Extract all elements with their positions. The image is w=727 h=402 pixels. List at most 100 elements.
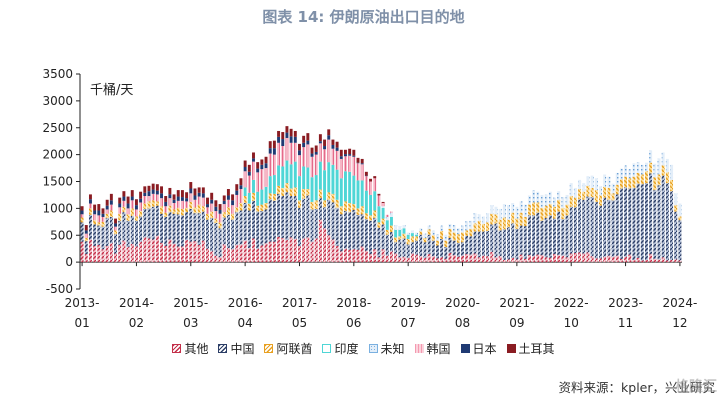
bar-segment-中国: [310, 209, 314, 242]
bar-segment-土耳其: [272, 140, 276, 149]
bar-segment-中国: [339, 214, 343, 252]
bar-segment-韩国: [97, 215, 101, 223]
bar-segment-韩国: [206, 207, 209, 214]
bar-segment-其他: [164, 246, 168, 263]
bar-segment-日本: [302, 142, 306, 148]
bar-segment-中国: [122, 212, 126, 241]
bar-segment-阿联酋: [285, 183, 289, 193]
bar-segment-韩国: [302, 147, 306, 167]
bar-segment-印度: [264, 186, 268, 204]
bar-segment-土耳其: [101, 208, 105, 214]
bar-segment-印度: [377, 206, 381, 223]
bar-segment-其他: [519, 254, 523, 263]
bar-segment-印度: [364, 190, 368, 214]
bar-segment-日本: [272, 148, 276, 155]
bar-segment-土耳其: [147, 185, 151, 192]
bar-segment-未知: [477, 214, 481, 221]
bar-segment-土耳其: [239, 178, 243, 186]
bar-segment-阿联酋: [394, 237, 398, 243]
bar-segment-中国: [636, 183, 640, 258]
x-tick-label-month: 09: [509, 316, 524, 330]
bar-segment-日本: [327, 135, 331, 140]
bar-segment-日本: [318, 141, 322, 144]
bar-segment-未知: [674, 193, 678, 206]
bar-segment-阿联酋: [101, 221, 105, 227]
bar-segment-其他: [327, 235, 331, 263]
bar-segment-其他: [389, 251, 393, 263]
bar-segment-其他: [398, 257, 402, 263]
bar-segment-其他: [226, 248, 230, 263]
bar-segment-韩国: [151, 193, 155, 201]
x-tick-label-year: 2015-: [173, 296, 208, 310]
bar-segment-其他: [649, 254, 653, 263]
bar-segment-土耳其: [109, 193, 113, 201]
bar-segment-中国: [252, 200, 255, 239]
bar-segment-其他: [406, 257, 410, 263]
bar-segment-印度: [415, 234, 418, 237]
bar-segment-未知: [615, 172, 619, 185]
bar-segment-中国: [527, 215, 531, 256]
bar-segment-中国: [302, 198, 306, 239]
bar-segment-中国: [498, 230, 502, 257]
bar-segment-中国: [435, 245, 439, 259]
y-tick-label: 1500: [42, 175, 73, 189]
bar-segment-中国: [272, 200, 276, 242]
bar-segment-中国: [678, 220, 682, 261]
bar-segment-未知: [440, 225, 444, 231]
bar-segment-未知: [394, 225, 398, 230]
bar-segment-土耳其: [88, 194, 92, 200]
y-tick-label: 2000: [42, 148, 73, 162]
bar-segment-阿联酋: [653, 177, 657, 191]
legend-swatch: [264, 343, 274, 353]
bar-segment-韩国: [201, 197, 205, 207]
bar-segment-阿联酋: [649, 162, 653, 174]
bar-segment-土耳其: [218, 204, 222, 210]
bar-segment-阿联酋: [314, 200, 318, 209]
bar-segment-其他: [130, 243, 134, 263]
bar-segment-阿联酋: [645, 171, 648, 184]
bar-segment-其他: [427, 254, 431, 263]
legend-item: 韩国: [414, 340, 451, 357]
bar-segment-其他: [88, 239, 92, 263]
bar-segment-未知: [561, 197, 565, 208]
bar-segment-日本: [243, 166, 247, 172]
bar-segment-其他: [168, 239, 172, 263]
bar-segment-阿联酋: [615, 184, 619, 195]
bar-segment-阿联酋: [218, 222, 222, 229]
bar-segment-日本: [210, 199, 214, 204]
bar-segment-阿联酋: [536, 202, 540, 213]
bar-segment-中国: [289, 196, 293, 238]
bar-segment-中国: [444, 247, 448, 259]
bar-segment-未知: [553, 197, 556, 207]
y-tick-label: 3500: [42, 67, 73, 81]
bar-segment-中国: [335, 207, 339, 246]
legend-item: 阿联酋: [264, 340, 312, 357]
bar-segment-土耳其: [197, 187, 201, 193]
bar-segment-未知: [645, 162, 648, 172]
bar-segment-中国: [348, 212, 352, 250]
bar-segment-韩国: [381, 203, 385, 207]
bar-segment-中国: [431, 240, 435, 257]
bar-segment-阿联酋: [385, 229, 389, 235]
bar-segment-阿联酋: [557, 199, 561, 212]
bar-segment-未知: [465, 221, 469, 231]
bar-segment-日本: [97, 210, 101, 216]
bar-segment-土耳其: [348, 148, 352, 155]
bar-segment-其他: [260, 245, 264, 263]
bar-segment-印度: [402, 228, 406, 234]
bar-segment-韩国: [268, 153, 272, 177]
bar-segment-土耳其: [151, 183, 155, 190]
bar-segment-印度: [381, 207, 385, 219]
bar-segment-中国: [619, 188, 623, 259]
legend-item: 印度: [322, 340, 359, 357]
bar-segment-阿联酋: [490, 213, 494, 225]
bar-segment-印度: [243, 187, 247, 197]
bar-segment-其他: [323, 228, 327, 263]
bar-segment-阿联酋: [603, 186, 607, 198]
bar-segment-阿联酋: [84, 237, 88, 242]
bar-segment-韩国: [293, 142, 297, 162]
bar-segment-其他: [532, 256, 536, 263]
bar-segment-阿联酋: [578, 189, 582, 200]
bar-segment-韩国: [331, 148, 335, 165]
bar-segment-中国: [139, 216, 143, 242]
